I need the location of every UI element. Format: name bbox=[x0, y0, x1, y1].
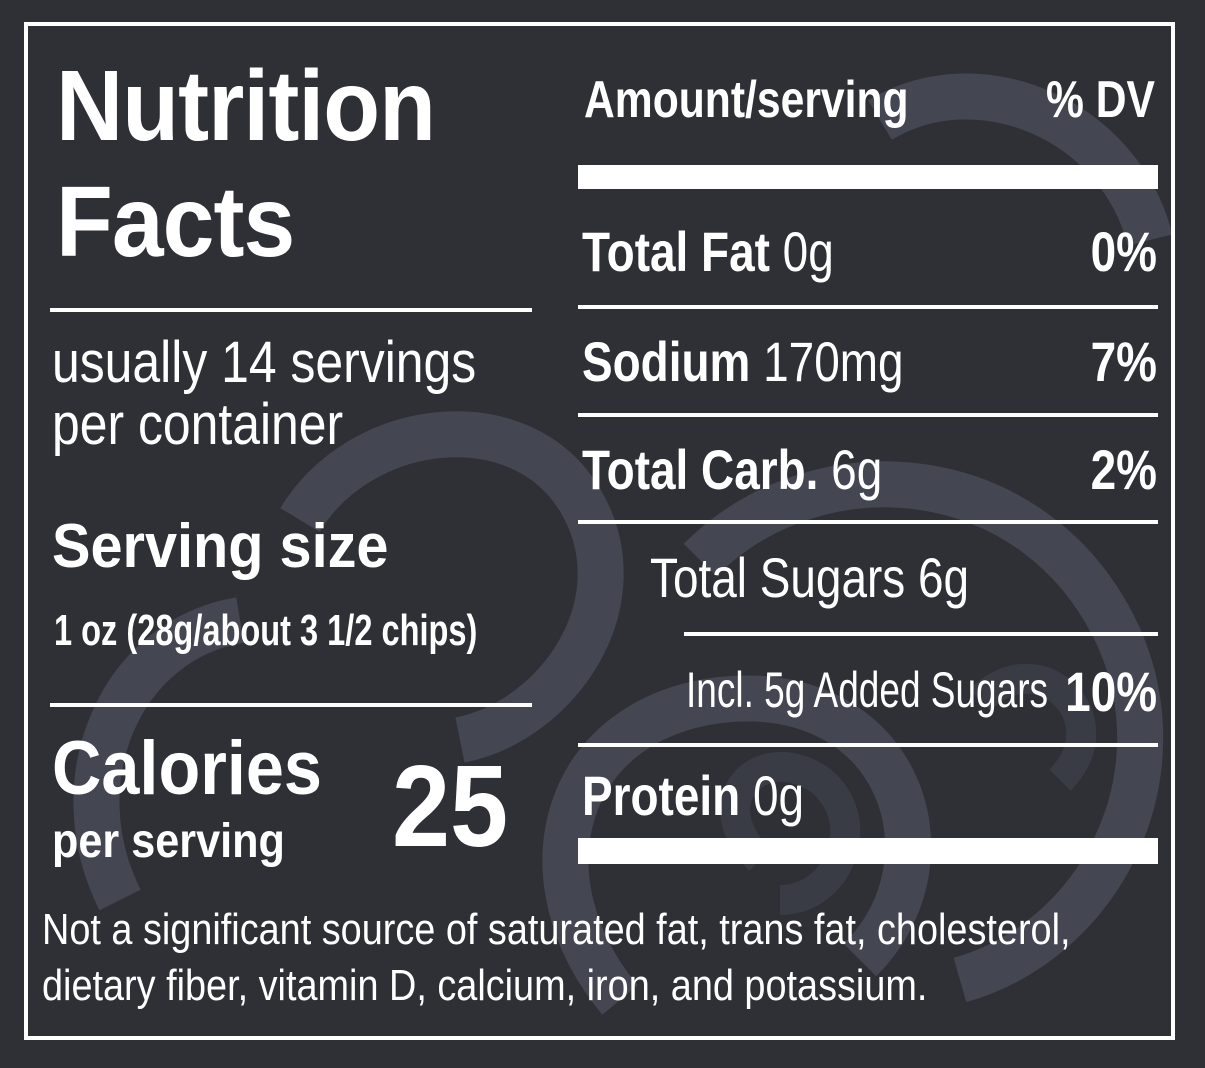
divider-serving-size bbox=[50, 703, 532, 707]
nutrient-dv-sodium: 7% bbox=[1090, 330, 1157, 393]
divider-row-1 bbox=[578, 305, 1158, 309]
calories-value: 25 bbox=[392, 741, 509, 871]
title-line-2: Facts bbox=[56, 166, 295, 278]
servings-per-container: usually 14 servings per container bbox=[52, 332, 476, 456]
footnote-line-1: Not a significant source of saturated fa… bbox=[42, 905, 1071, 954]
panel-title: Nutrition Facts bbox=[56, 48, 436, 280]
added-sugars-dv: 10% bbox=[1065, 660, 1157, 723]
nutrient-amount: 170mg bbox=[763, 330, 904, 393]
nutrient-row-total-fat: Total Fat 0g bbox=[582, 220, 834, 284]
nutrient-amount: 0g bbox=[752, 764, 805, 827]
footnote: Not a significant source of saturated fa… bbox=[42, 902, 1071, 1014]
nutrient-row-protein: Protein 0g bbox=[582, 764, 804, 828]
divider-sugars bbox=[684, 632, 1158, 636]
header-amount: Amount/serving bbox=[584, 71, 909, 129]
servings-line-2: per container bbox=[52, 392, 344, 457]
divider-row-3 bbox=[578, 520, 1158, 524]
nutrient-dv-total-carb: 2% bbox=[1090, 438, 1157, 501]
label-border bbox=[24, 22, 1175, 1040]
nutrient-amount: 0g bbox=[782, 220, 834, 283]
title-line-1: Nutrition bbox=[56, 50, 436, 162]
serving-size-label: Serving size bbox=[52, 512, 389, 581]
servings-line-1: usually 14 servings bbox=[52, 330, 477, 395]
nutrient-name: Total Carb. bbox=[582, 438, 819, 501]
footnote-line-2: dietary fiber, vitamin D, calcium, iron,… bbox=[42, 961, 928, 1010]
nutrient-amount: 6g bbox=[831, 438, 883, 501]
added-sugars: Incl. 5g Added Sugars bbox=[686, 662, 1049, 718]
divider-row-4 bbox=[578, 743, 1158, 747]
serving-size-value: 1 oz (28g/about 3 1/2 chips) bbox=[54, 606, 478, 655]
divider-row-2 bbox=[578, 413, 1158, 417]
total-sugars: Total Sugars 6g bbox=[650, 546, 970, 609]
nutrient-row-total-carb: Total Carb. 6g bbox=[582, 438, 882, 502]
nutrient-dv-total-fat: 0% bbox=[1090, 220, 1157, 283]
divider-title bbox=[50, 308, 532, 312]
nutrient-name: Total Fat bbox=[582, 220, 770, 283]
calories-sublabel: per serving bbox=[52, 815, 285, 868]
nutrient-name: Sodium bbox=[582, 330, 751, 393]
thick-bar-top bbox=[578, 165, 1158, 189]
calories-label: Calories bbox=[52, 726, 322, 811]
thick-bar-bottom bbox=[578, 838, 1158, 864]
nutrient-row-sodium: Sodium 170mg bbox=[582, 330, 904, 394]
nutrient-name: Protein bbox=[582, 764, 741, 827]
header-dv: % DV bbox=[1046, 71, 1155, 129]
